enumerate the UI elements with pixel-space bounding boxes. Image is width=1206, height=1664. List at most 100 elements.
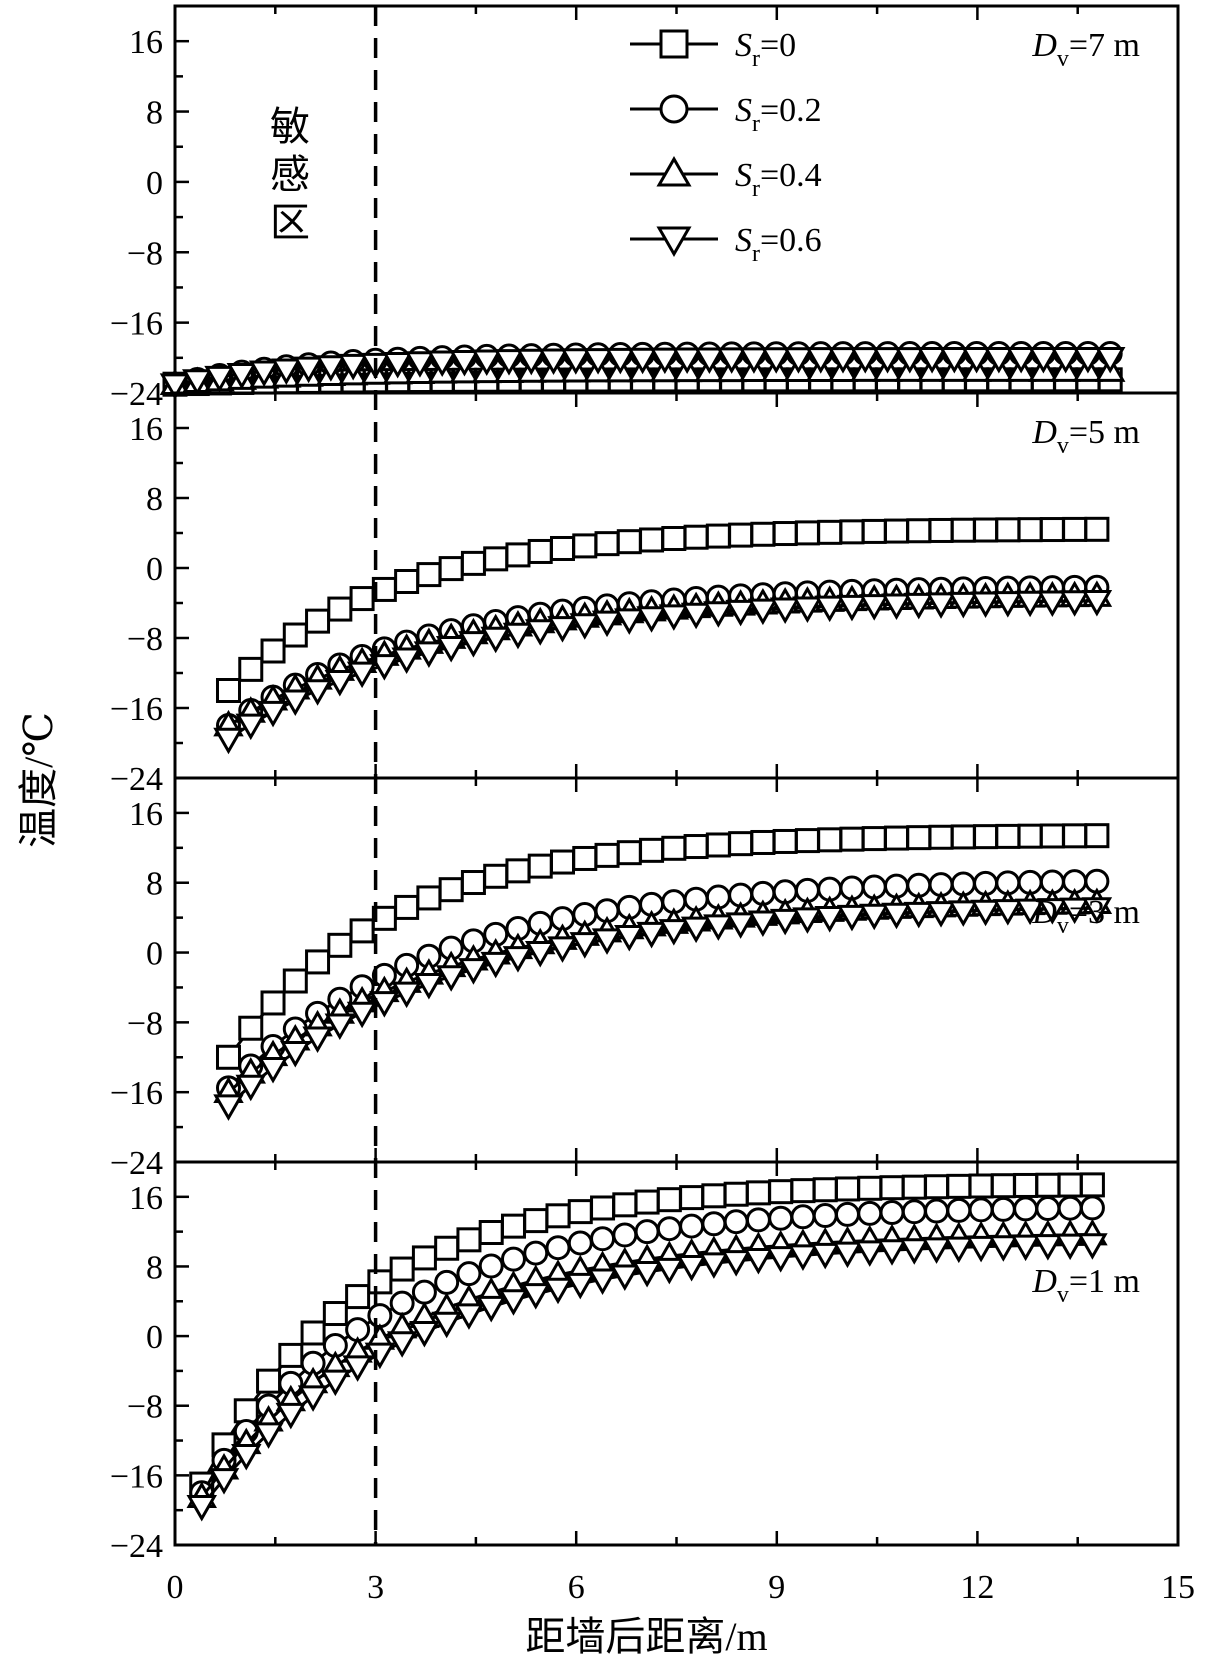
data-point-square bbox=[394, 894, 420, 920]
data-point-triangle-down bbox=[426, 350, 458, 378]
data-point-triangle-down bbox=[614, 608, 645, 635]
data-point-triangle-down bbox=[257, 700, 289, 728]
panel-2: 16 8 0 −8 −16 −24 Dv=5 m bbox=[110, 391, 1180, 798]
data-point-triangle-down bbox=[542, 1277, 574, 1305]
data-point-triangle-down bbox=[337, 353, 369, 381]
data-point-triangle-down bbox=[302, 679, 333, 706]
data-point-triangle-down bbox=[391, 981, 422, 1009]
x-tick-label: 6 bbox=[568, 1569, 585, 1606]
data-point-circle bbox=[590, 1226, 616, 1252]
data-point-square bbox=[256, 1368, 282, 1394]
data-point-square bbox=[278, 1342, 304, 1368]
data-point-square bbox=[327, 932, 353, 958]
data-point-square bbox=[594, 842, 620, 868]
data-point-triangle-down bbox=[948, 900, 979, 927]
data-point-square bbox=[215, 678, 241, 703]
data-point-circle bbox=[389, 1290, 415, 1316]
data-point-square bbox=[505, 542, 531, 568]
data-point-triangle-down bbox=[654, 1257, 685, 1285]
data-point-triangle-down bbox=[324, 1013, 356, 1041]
data-point-triangle-down bbox=[324, 669, 356, 697]
data-point-triangle-down bbox=[827, 347, 859, 374]
y-tick-label: 0 bbox=[146, 936, 163, 973]
data-point-square bbox=[345, 1284, 371, 1310]
legend-symbol: S bbox=[735, 92, 752, 129]
data-point-triangle-down bbox=[992, 591, 1024, 618]
data-point-square bbox=[460, 870, 486, 896]
data-point-triangle-down bbox=[605, 347, 636, 375]
annotation-char: 敏 bbox=[270, 104, 310, 149]
panel-4: 16 8 0 −8 −16 −24 Dv=1 m bbox=[110, 1160, 1180, 1565]
data-point-triangle-down bbox=[609, 1264, 641, 1292]
data-point-triangle-down bbox=[1059, 897, 1090, 925]
data-point-triangle-down bbox=[1037, 898, 1068, 925]
data-point-triangle-down bbox=[614, 925, 645, 952]
y-tick-label: −16 bbox=[110, 306, 163, 343]
data-point-triangle-down bbox=[899, 1238, 930, 1265]
y-tick-label: 0 bbox=[146, 551, 163, 588]
data-point-square bbox=[438, 556, 464, 582]
data-point-triangle-down bbox=[961, 347, 992, 374]
panel-label-value: =1 m bbox=[1069, 1263, 1140, 1300]
data-point-triangle-down bbox=[346, 661, 378, 689]
data-point-square bbox=[545, 1203, 571, 1229]
data-point-triangle-down bbox=[988, 1235, 1019, 1262]
data-point-square bbox=[950, 517, 976, 543]
data-point-triangle-down bbox=[275, 1402, 307, 1430]
data-point-circle bbox=[790, 1204, 816, 1230]
data-point-square bbox=[857, 1175, 883, 1201]
data-point-triangle-down bbox=[516, 348, 547, 376]
data-point-square bbox=[950, 824, 976, 850]
data-point-square bbox=[616, 840, 642, 866]
data-point-square bbox=[1039, 517, 1065, 543]
data-point-square bbox=[1013, 1172, 1039, 1198]
panel-label-value: =3 m bbox=[1069, 894, 1140, 931]
data-point-triangle-down bbox=[186, 1494, 217, 1522]
y-tick-label: −16 bbox=[110, 1458, 163, 1495]
x-axis: 0 3 6 9 12 15 bbox=[167, 1569, 1196, 1606]
data-point-triangle-down bbox=[1081, 589, 1113, 617]
data-point-triangle-down bbox=[925, 592, 957, 619]
data-point-triangle-down bbox=[569, 613, 601, 640]
y-tick-label: 16 bbox=[129, 1180, 163, 1217]
data-point-square bbox=[238, 656, 264, 682]
data-point-square bbox=[861, 518, 887, 544]
data-point-square bbox=[817, 519, 843, 545]
data-point-square bbox=[701, 1183, 727, 1209]
data-point-triangle-down bbox=[636, 606, 667, 633]
legend-label: Sr=0.2 bbox=[735, 92, 822, 137]
data-point-circle bbox=[968, 1197, 994, 1223]
data-point-square bbox=[349, 918, 375, 944]
x-tick-label: 9 bbox=[768, 1569, 785, 1606]
legend-label: Sr=0.4 bbox=[735, 157, 822, 202]
data-point-triangle-down bbox=[453, 1303, 485, 1330]
data-point-circle bbox=[411, 1279, 437, 1305]
data-point-triangle-down bbox=[547, 936, 578, 963]
data-point-circle bbox=[434, 1269, 460, 1295]
data-point-triangle-down bbox=[725, 912, 756, 939]
data-point-triangle-down bbox=[346, 1001, 378, 1029]
data-point-triangle-down bbox=[458, 958, 489, 985]
data-point-triangle-down bbox=[636, 921, 667, 949]
data-point-triangle-down bbox=[569, 932, 601, 959]
data-point-square bbox=[879, 1175, 905, 1201]
data-point-triangle-down bbox=[1059, 590, 1090, 617]
data-point-square bbox=[260, 990, 286, 1016]
data-point-triangle-down bbox=[502, 622, 534, 650]
data-point-triangle-down bbox=[836, 594, 868, 622]
data-point-square bbox=[661, 525, 687, 551]
data-point-square bbox=[817, 827, 843, 853]
data-point-triangle-down bbox=[391, 647, 422, 674]
data-point-triangle-down bbox=[876, 1239, 908, 1266]
data-point-square bbox=[794, 520, 820, 546]
data-point-square bbox=[394, 569, 420, 595]
data-point-triangle-down bbox=[582, 348, 614, 375]
data-point-triangle-down bbox=[560, 348, 592, 375]
data-point-circle bbox=[523, 1240, 549, 1266]
data-point-square bbox=[968, 1173, 994, 1199]
data-point-square bbox=[1017, 517, 1043, 543]
data-point-triangle-down bbox=[257, 1056, 289, 1084]
data-point-square bbox=[683, 834, 709, 860]
data-point-triangle-down bbox=[1094, 346, 1126, 374]
